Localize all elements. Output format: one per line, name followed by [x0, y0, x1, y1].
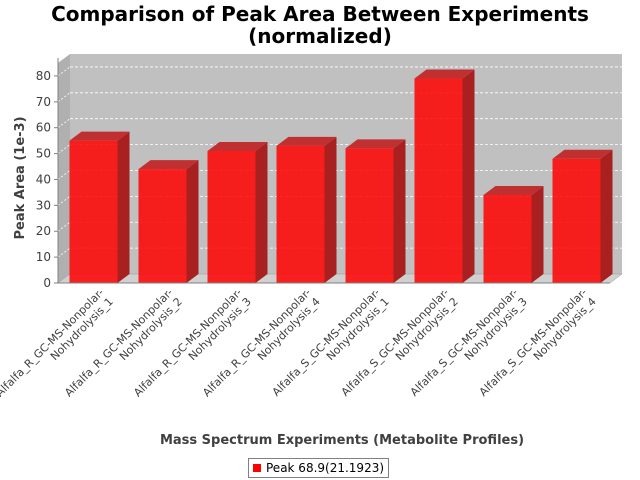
legend-label: Peak 68.9(21.1923): [266, 461, 385, 475]
bar-top: [552, 149, 613, 159]
bar-side: [255, 142, 268, 283]
y-tick-label: 40: [36, 172, 51, 186]
bar-front: [345, 148, 394, 283]
bar: [276, 136, 337, 283]
bar-top: [69, 131, 130, 141]
bar-side: [324, 136, 337, 283]
gridline-side: [57, 144, 71, 154]
y-tick-label: 10: [36, 250, 51, 264]
gridline-side: [57, 170, 71, 180]
bar-top: [483, 186, 544, 195]
bar-top: [414, 69, 475, 79]
gridline-side: [57, 247, 71, 258]
bar-side: [600, 149, 613, 283]
x-tick-label-line: Alfalfa_R_GC-MS-Nonpolar-: [0, 286, 107, 399]
bar-front: [69, 140, 118, 283]
x-axis-label: Mass Spectrum Experiments (Metabolite Pr…: [160, 433, 524, 448]
bar-top: [276, 136, 337, 146]
bar-side: [393, 139, 406, 283]
gridline-side: [57, 92, 71, 103]
y-tick-label: 70: [36, 95, 51, 109]
bar-front: [276, 145, 325, 283]
bar: [207, 142, 268, 283]
bar-front: [207, 151, 256, 283]
y-tick-label: 50: [36, 147, 51, 161]
bar-front: [483, 195, 532, 283]
bar-side: [531, 186, 544, 283]
y-tick-label: 20: [36, 224, 51, 238]
plot-left-wall: [58, 54, 70, 283]
bar: [483, 186, 544, 283]
gridline-side: [57, 221, 71, 232]
bar: [345, 139, 406, 283]
bar-top: [345, 139, 406, 149]
bar: [69, 131, 130, 283]
bar-side: [186, 160, 199, 283]
y-tick-label: 0: [43, 276, 51, 290]
bar-front: [414, 78, 463, 283]
bar-side: [117, 131, 130, 283]
gridline-side: [57, 66, 71, 77]
legend-swatch: [253, 464, 261, 472]
x-tick-label: Alfalfa_R_GC-MS-Nonpolar-Nohydrolysis_1: [0, 286, 116, 409]
y-tick-label: 80: [36, 69, 51, 83]
legend: Peak 68.9(21.1923): [248, 458, 390, 478]
gridline-side: [57, 118, 71, 129]
bar-front: [138, 169, 187, 283]
bar: [552, 149, 613, 283]
bar-side: [462, 69, 475, 283]
y-tick-label: 60: [36, 121, 51, 135]
chart-title-line2: (normalized): [248, 24, 392, 48]
y-tick-label: 30: [36, 198, 51, 212]
gridline-side: [57, 196, 71, 206]
bar: [138, 160, 199, 283]
bar: [414, 69, 475, 283]
y-axis-label: Peak Area (1e-3): [13, 116, 28, 239]
chart-title-line1: Comparison of Peak Area Between Experime…: [51, 2, 589, 26]
bar-front: [552, 158, 601, 283]
bar-top: [207, 142, 268, 151]
bar-top: [138, 160, 199, 170]
